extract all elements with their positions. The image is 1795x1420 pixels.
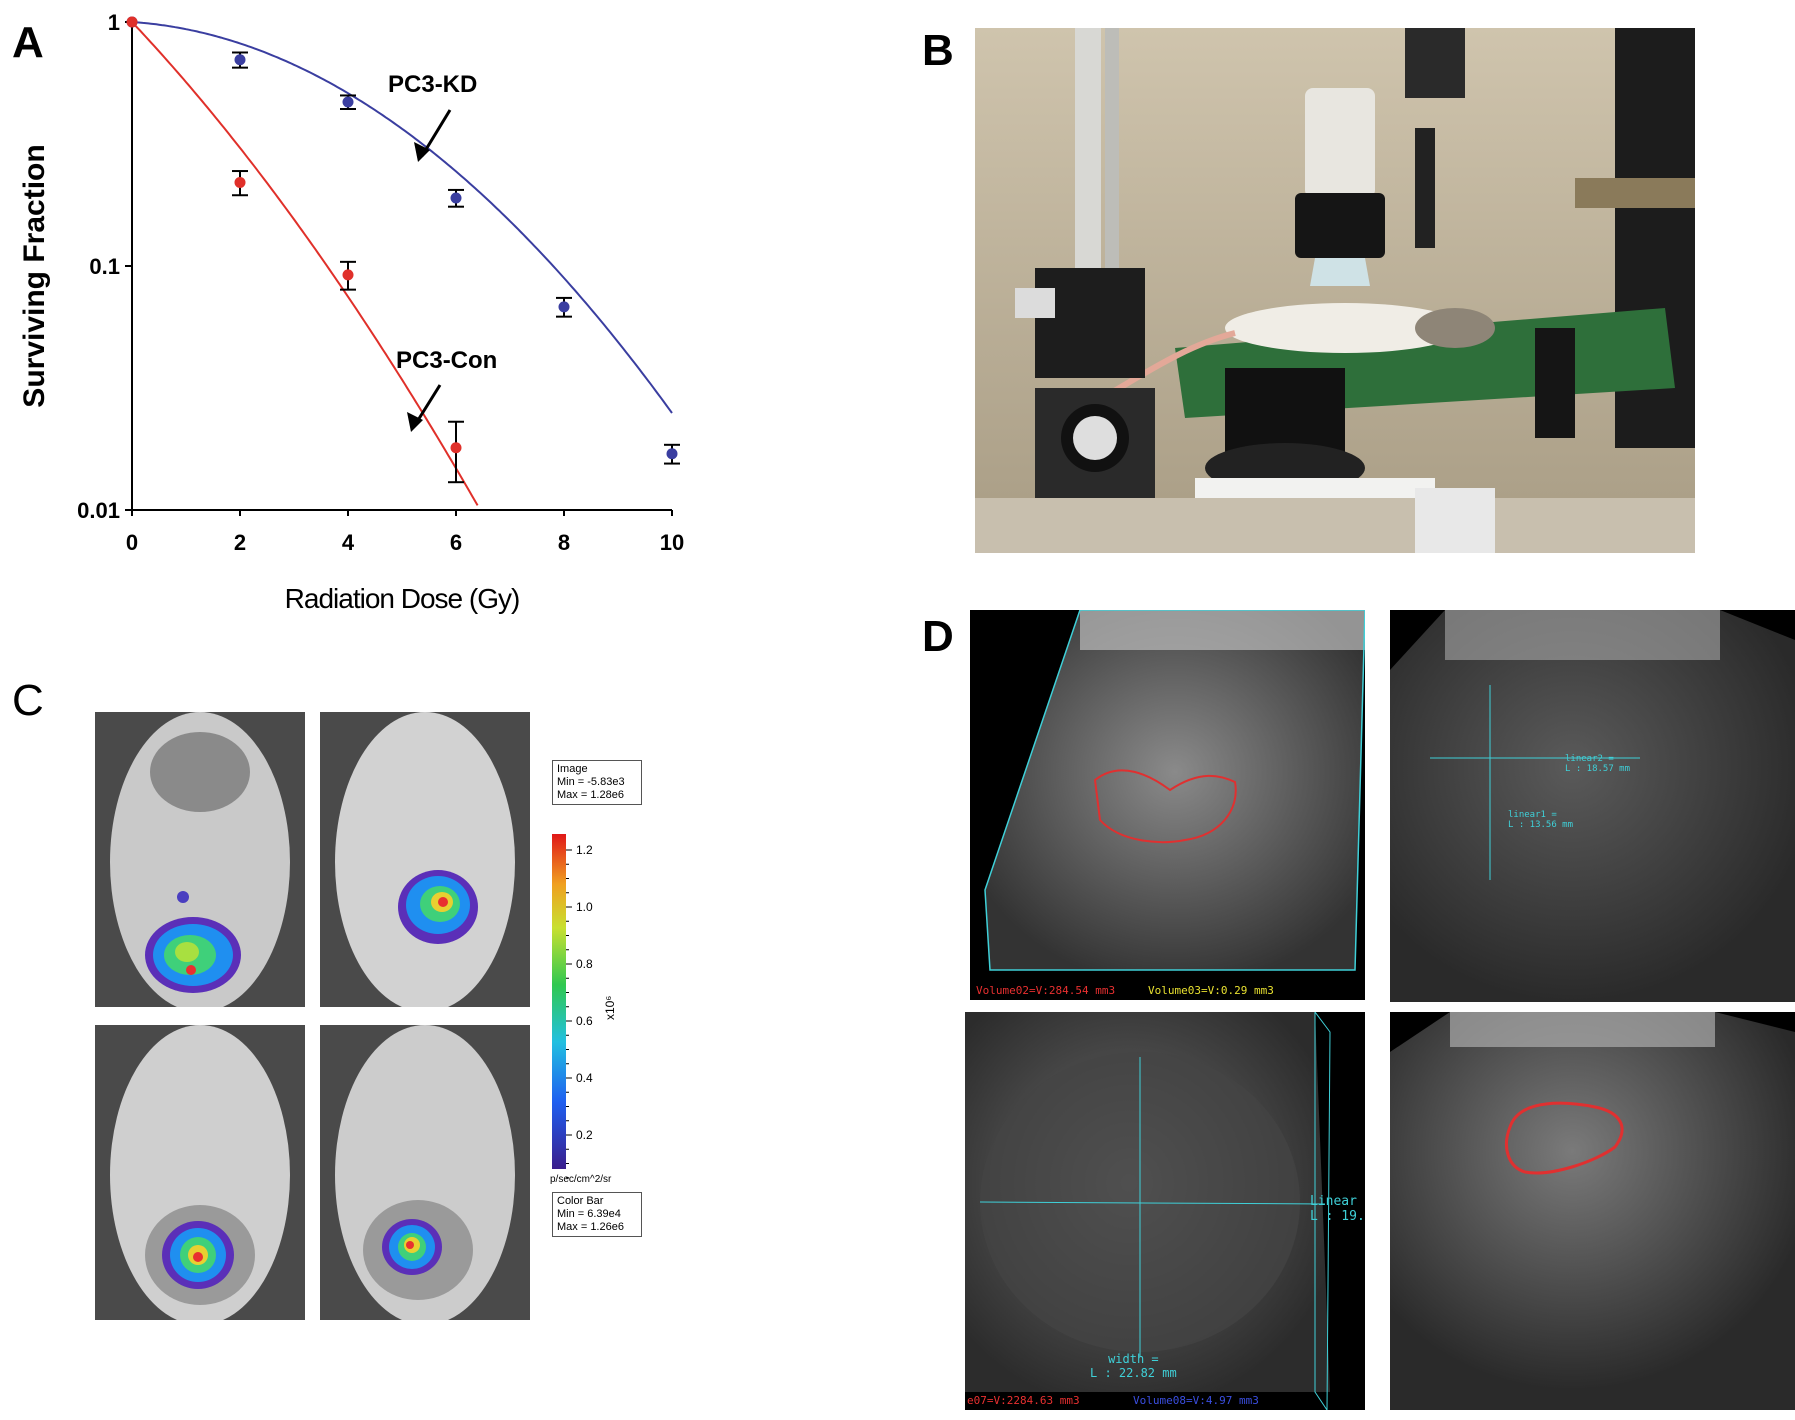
panel-label-c: C [12, 676, 44, 725]
x-tick-label: 8 [558, 530, 570, 555]
arrow-head-con [407, 412, 423, 432]
series-label-con: PC3-Con [396, 347, 497, 374]
data-point-kd [558, 301, 570, 313]
bli-image-1 [95, 712, 305, 1007]
us-linear1-label: linear1 = L : 13.56 mm [1508, 810, 1574, 830]
data-point-kd [342, 96, 354, 108]
chart-points [126, 16, 680, 484]
panel-label-d: D [922, 612, 954, 661]
x-tick-label: 0 [126, 530, 138, 555]
bli-image-4 [320, 1025, 530, 1320]
panel-label-b: B [922, 26, 954, 75]
us-caption-red-2: e07=V:2284.63 mm3 [967, 1394, 1080, 1407]
image-box-min: Min = -5.83e3 [557, 776, 625, 788]
us-linear2-label: linear2 = L : 18.57 mm [1565, 754, 1631, 774]
y-tick-label: 0.01 [77, 498, 120, 523]
x-tick-label: 4 [342, 530, 355, 555]
x-tick-label: 6 [450, 530, 462, 555]
ultrasound-top-left: Volume02=V:284.54 mm3 Volume03=V:0.29 mm… [970, 610, 1365, 1000]
colorbar-range-box: Color Bar Min = 6.39e4 Max = 1.26e6 [552, 1192, 642, 1237]
survival-chart: 1 0.1 0.010 2 4 6 8 10 Radiation Dose (Gy) Surviv… [18, 10, 684, 614]
us-caption-red: Volume02=V:284.54 mm3 [976, 984, 1116, 997]
chart-fit-curves [131, 21, 673, 506]
x-tick-label: 10 [660, 530, 684, 555]
y-tick-label: 0.1 [89, 254, 120, 279]
data-point-kd [450, 192, 462, 204]
color-scale-exponent: x10⁶ [603, 996, 617, 1020]
x-axis-label: Radiation Dose (Gy) [285, 583, 520, 614]
color-scale-ticks: 1.2 1.0 0.8 0.6 0.4 0.2 [566, 843, 593, 1179]
imaging-rig-photo [975, 28, 1695, 553]
ultrasound-bottom-right [1390, 1012, 1795, 1410]
image-box-title: Image [557, 763, 588, 775]
color-scale-tick-label: 1.2 [576, 843, 593, 857]
bli-image-3 [95, 1025, 305, 1320]
data-point-con [342, 269, 354, 281]
colorbar-box-min: Min = 6.39e4 [557, 1208, 621, 1220]
series-label-kd: PC3-KD [388, 71, 477, 98]
us-caption-blue: Volume08=V:4.97 mm3 [1133, 1394, 1259, 1407]
y-axis-label: Surviving Fraction [18, 144, 51, 407]
image-range-box: Image Min = -5.83e3 Max = 1.28e6 [552, 760, 642, 805]
panel-label-a: A [12, 18, 44, 67]
color-scale-tick-label: 0.6 [576, 1014, 593, 1028]
data-point-kd [666, 448, 678, 460]
colorbar-box-max: Max = 1.26e6 [557, 1221, 624, 1233]
data-point-con [450, 442, 462, 454]
bli-image-2 [320, 712, 530, 1007]
color-scale-tick-label: 0.8 [576, 957, 593, 971]
chart-annotations: PC3-KD PC3-Con [388, 71, 497, 432]
us-width-label: width = L : 22.82 mm [1090, 1352, 1177, 1380]
data-point-con [126, 16, 138, 28]
color-scale-unit: p/sec/cm^2/sr [550, 1174, 612, 1185]
color-scale: 1.2 1.0 0.8 0.6 0.4 0.2 x10⁶ p/sec/cm^2/sr [550, 834, 617, 1185]
color-scale-tick-label: 0.2 [576, 1128, 593, 1142]
data-point-con [234, 176, 246, 188]
x-tick-label: 2 [234, 530, 246, 555]
colorbar-box-title: Color Bar [557, 1195, 604, 1207]
fit-curve-con [131, 21, 479, 506]
chart-axes: 1 0.1 0.010 2 4 6 8 10 Radiation Dose (Gy) Surviv… [18, 10, 684, 614]
color-scale-tick-label: 0.4 [576, 1071, 593, 1085]
image-box-max: Max = 1.28e6 [557, 789, 624, 801]
ultrasound-top-right: linear2 = L : 18.57 mm linear1 = L : 13.56… [1390, 610, 1795, 1002]
fit-curve-kd [131, 21, 673, 414]
y-tick-label: 1 [108, 10, 120, 35]
arrow-head-kd [414, 142, 430, 162]
color-scale-tick-label: 1.0 [576, 900, 593, 914]
data-point-kd [234, 54, 246, 66]
us-caption-yellow: Volume03=V:0.29 mm3 [1148, 984, 1274, 997]
